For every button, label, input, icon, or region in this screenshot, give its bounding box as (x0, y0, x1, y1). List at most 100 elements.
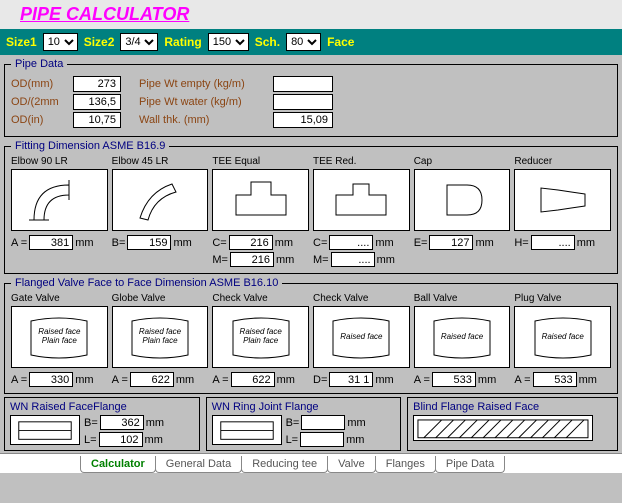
pipe-value[interactable] (273, 94, 333, 110)
size1-select[interactable]: 10 (43, 33, 78, 51)
pipe-label: Pipe Wt water (kg/m) (139, 96, 269, 108)
valve-diagram: Raised face (313, 306, 410, 368)
dim-unit: mm (347, 417, 365, 429)
params-bar: Size1 10 Size2 3/4 Rating 150 Sch. 80 Fa… (0, 29, 622, 55)
tab-flanges[interactable]: Flanges (375, 456, 436, 473)
wn-raised-diagram (10, 415, 80, 445)
dim-value[interactable] (301, 415, 345, 430)
sch-label: Sch. (255, 35, 280, 49)
fitting-diagram (11, 169, 108, 231)
dim-unit: mm (176, 374, 194, 386)
dim-label: B= (84, 417, 98, 429)
wn-ring-title: WN Ring Joint Flange (212, 401, 396, 413)
dim-value[interactable]: 31 1 (329, 372, 373, 387)
fittings-group: Fitting Dimension ASME B16.9 Elbow 90 LR… (4, 140, 618, 274)
pipe-value[interactable]: 136,5 (73, 94, 121, 110)
valve-diagram: Raised facePlain face (112, 306, 209, 368)
dim-value[interactable]: 381 (29, 235, 73, 250)
dim-value[interactable]: 216 (230, 252, 274, 267)
tab-general-data[interactable]: General Data (155, 456, 242, 473)
tab-reducing-tee[interactable]: Reducing tee (241, 456, 328, 473)
dim-unit: mm (475, 237, 493, 249)
pipe-value[interactable]: 10,75 (73, 112, 121, 128)
fitting-diagram (212, 169, 309, 231)
dim-value[interactable]: 533 (533, 372, 577, 387)
fitting-diagram (313, 169, 410, 231)
page-title: PIPE CALCULATOR (0, 0, 622, 29)
tab-pipe-data[interactable]: Pipe Data (435, 456, 505, 473)
dim-unit: mm (346, 434, 364, 446)
dim-unit: mm (145, 434, 163, 446)
rating-select[interactable]: 150 (208, 33, 249, 51)
dim-label: L= (84, 434, 97, 446)
dim-label: A = (514, 374, 530, 386)
dim-unit: mm (375, 374, 393, 386)
dim-unit: mm (577, 237, 595, 249)
dim-value[interactable]: .... (331, 252, 375, 267)
face-label: Face (327, 35, 354, 49)
dim-value[interactable]: 102 (99, 432, 143, 447)
dim-value[interactable]: 159 (127, 235, 171, 250)
rating-label: Rating (164, 35, 201, 49)
pipe-data-group: Pipe Data OD(mm)273Pipe Wt empty (kg/m)O… (4, 58, 618, 137)
dim-value[interactable]: 330 (29, 372, 73, 387)
wn-raised-title: WN Raised FaceFlange (10, 401, 194, 413)
fitting-name: Reducer (514, 156, 611, 167)
dim-value[interactable]: 533 (432, 372, 476, 387)
pipe-value[interactable]: 15,09 (273, 112, 333, 128)
dim-label: E= (414, 237, 428, 249)
sch-select[interactable]: 80 (286, 33, 321, 51)
dim-unit: mm (173, 237, 191, 249)
dim-label: A = (212, 374, 228, 386)
dim-value[interactable]: 362 (100, 415, 144, 430)
pipe-label: Wall thk. (mm) (139, 114, 269, 126)
pipe-value[interactable] (273, 76, 333, 92)
dim-unit: mm (579, 374, 597, 386)
dim-value[interactable]: 622 (130, 372, 174, 387)
dim-value[interactable]: 127 (429, 235, 473, 250)
dim-label: M= (313, 254, 329, 266)
fittings-legend: Fitting Dimension ASME B16.9 (11, 140, 169, 152)
dim-unit: mm (277, 374, 295, 386)
pipe-label: OD(mm) (11, 78, 69, 90)
dim-unit: mm (146, 417, 164, 429)
dim-label: H= (514, 237, 528, 249)
tab-calculator[interactable]: Calculator (80, 456, 156, 473)
valve-name: Gate Valve (11, 293, 108, 304)
dim-label: M= (212, 254, 228, 266)
dim-value[interactable]: .... (329, 235, 373, 250)
dim-label: D= (313, 374, 327, 386)
blind-flange-diagram (413, 415, 593, 441)
size2-label: Size2 (84, 35, 115, 49)
fitting-name: TEE Equal (212, 156, 309, 167)
pipe-label: OD(in) (11, 114, 69, 126)
pipe-label: Pipe Wt empty (kg/m) (139, 78, 269, 90)
valves-legend: Flanged Valve Face to Face Dimension ASM… (11, 277, 282, 289)
dim-value[interactable] (300, 432, 344, 447)
dim-unit: mm (375, 237, 393, 249)
dim-label: A = (11, 374, 27, 386)
dim-value[interactable]: 216 (229, 235, 273, 250)
valve-diagram: Raised face (414, 306, 511, 368)
wn-raised-flange: WN Raised FaceFlange B=362mm L=102mm (4, 397, 200, 451)
dim-label: A = (11, 237, 27, 249)
size1-label: Size1 (6, 35, 37, 49)
fitting-diagram (112, 169, 209, 231)
dim-value[interactable]: 622 (231, 372, 275, 387)
valve-name: Ball Valve (414, 293, 511, 304)
wn-ring-flange: WN Ring Joint Flange B=mmL=mm (206, 397, 402, 451)
fitting-name: Cap (414, 156, 511, 167)
dim-label: C= (212, 237, 226, 249)
pipe-value[interactable]: 273 (73, 76, 121, 92)
flange-row: WN Raised FaceFlange B=362mmL=102mm WN R… (4, 397, 618, 451)
dim-value[interactable]: .... (531, 235, 575, 250)
valve-name: Check Valve (212, 293, 309, 304)
tab-valve[interactable]: Valve (327, 456, 376, 473)
wn-ring-diagram (212, 415, 282, 445)
fitting-name: Elbow 45 LR (112, 156, 209, 167)
dim-unit: mm (276, 254, 294, 266)
valve-diagram: Raised facePlain face (212, 306, 309, 368)
size2-select[interactable]: 3/4 (120, 33, 158, 51)
dim-label: A = (112, 374, 128, 386)
dim-label: B= (112, 237, 126, 249)
